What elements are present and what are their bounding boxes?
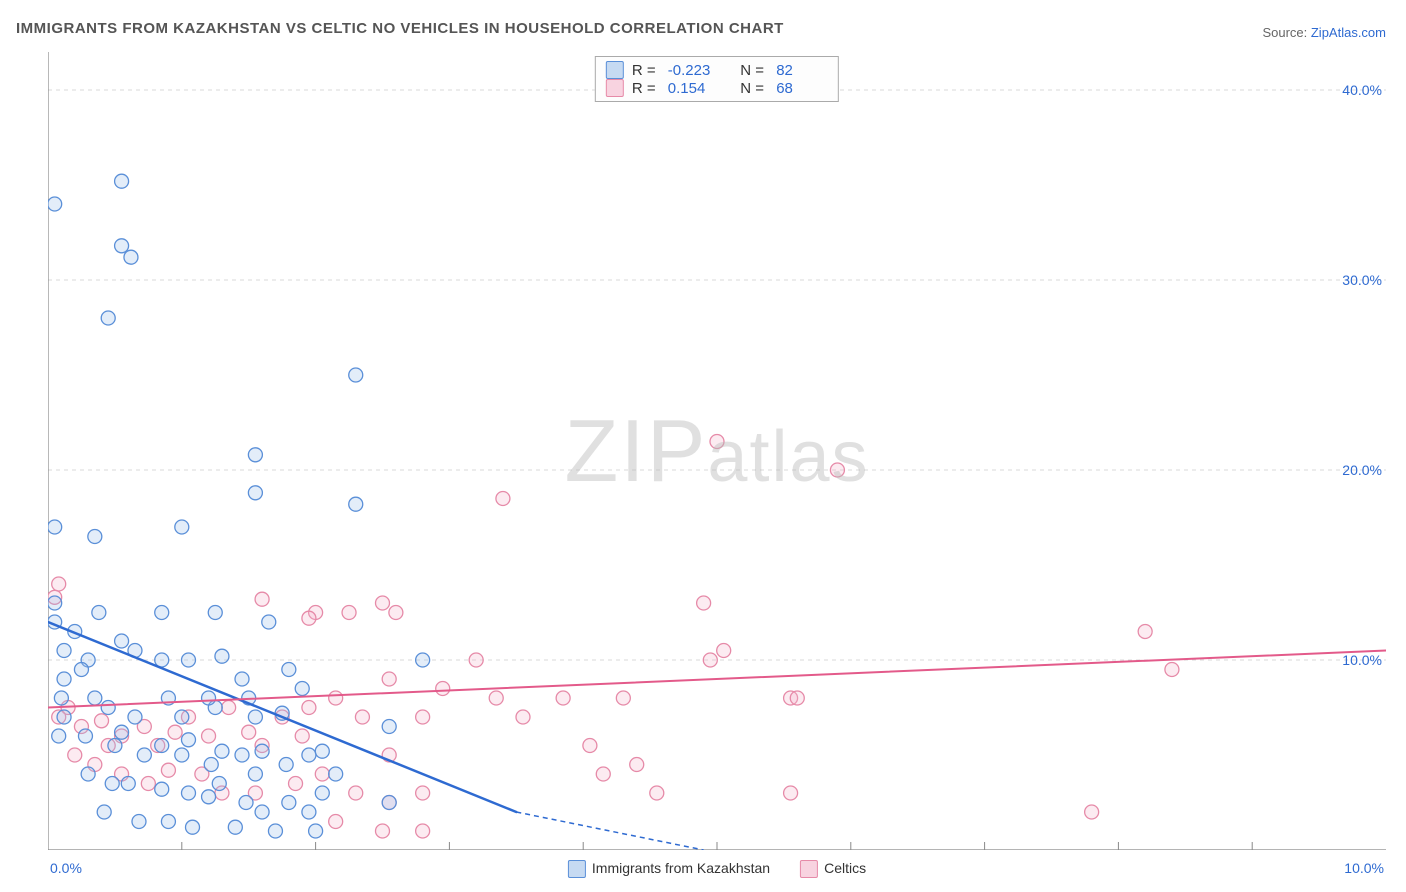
stats-swatch xyxy=(606,61,624,79)
plot-area: ZIPatlas R = -0.223 N = 82R = 0.154 N = … xyxy=(48,52,1386,850)
x-axis-min-label: 0.0% xyxy=(50,860,82,876)
y-tick-label: 20.0% xyxy=(1342,462,1382,478)
x-axis-max-label: 10.0% xyxy=(1344,860,1384,876)
stats-row: R = -0.223 N = 82 xyxy=(606,61,828,79)
y-tick-label: 10.0% xyxy=(1342,652,1382,668)
legend-item: Celtics xyxy=(800,860,866,878)
legend-item: Immigrants from Kazakhstan xyxy=(568,860,770,878)
legend-swatch xyxy=(800,860,818,878)
chart-title: IMMIGRANTS FROM KAZAKHSTAN VS CELTIC NO … xyxy=(16,20,784,37)
legend-swatch xyxy=(568,860,586,878)
stats-swatch xyxy=(606,79,624,97)
stats-n-label: N = xyxy=(728,80,768,97)
stats-n-value: 68 xyxy=(776,80,828,97)
source-link[interactable]: ZipAtlas.com xyxy=(1311,25,1386,40)
x-axis-area: 0.0% 10.0% Immigrants from Kazakhstan Cel… xyxy=(48,854,1386,878)
legend-label: Celtics xyxy=(824,860,866,876)
stats-r-value: 0.154 xyxy=(668,80,720,97)
source-credit: Source: ZipAtlas.com xyxy=(1262,25,1386,40)
stats-r-label: R = xyxy=(632,62,660,79)
y-tick-label: 30.0% xyxy=(1342,272,1382,288)
stats-n-value: 82 xyxy=(776,62,828,79)
stats-row: R = 0.154 N = 68 xyxy=(606,79,828,97)
bottom-legend: Immigrants from Kazakhstan Celtics xyxy=(568,860,866,878)
scatter-plot-svg xyxy=(48,52,1386,850)
stats-r-label: R = xyxy=(632,80,660,97)
stats-r-value: -0.223 xyxy=(668,62,720,79)
correlation-stats-box: R = -0.223 N = 82R = 0.154 N = 68 xyxy=(595,56,839,102)
y-tick-label: 40.0% xyxy=(1342,82,1382,98)
source-label: Source: xyxy=(1262,25,1310,40)
legend-label: Immigrants from Kazakhstan xyxy=(592,860,770,876)
stats-n-label: N = xyxy=(728,62,768,79)
